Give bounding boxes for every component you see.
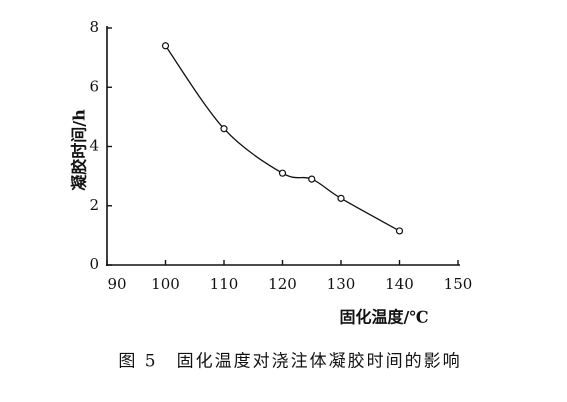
x-tick-label: 100 xyxy=(151,275,180,293)
x-tick-label: 110 xyxy=(210,275,239,293)
y-tick-label: 2 xyxy=(89,196,99,214)
point xyxy=(161,42,170,50)
x-axis-label: 固化温度/℃ xyxy=(339,308,428,327)
point xyxy=(395,227,404,235)
line xyxy=(164,45,400,232)
y-tick-label: 8 xyxy=(89,18,99,36)
x-tick-label: 140 xyxy=(385,275,414,293)
y-tick-label: 4 xyxy=(89,137,99,155)
point xyxy=(308,175,316,183)
x-tick-label: 90 xyxy=(107,275,126,293)
y-axis-label: 凝胶时间/h xyxy=(70,109,89,191)
x-tick-label: 130 xyxy=(327,275,356,293)
x-tick-label: 120 xyxy=(268,275,297,293)
y-tick-label: 0 xyxy=(89,255,99,273)
y-tick-label: 6 xyxy=(89,77,99,95)
caption: 图 5 固化温度对浇注体凝胶时间的影响 xyxy=(118,352,461,372)
point xyxy=(278,169,287,177)
point xyxy=(337,194,345,202)
x-tick-label: 150 xyxy=(444,275,473,293)
point xyxy=(220,125,228,133)
